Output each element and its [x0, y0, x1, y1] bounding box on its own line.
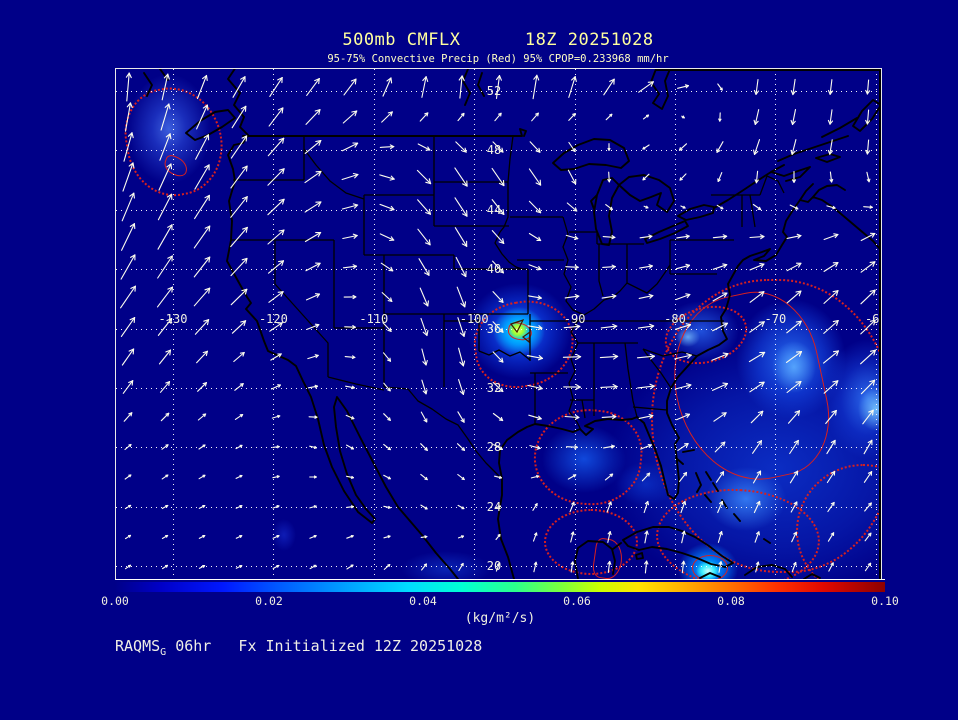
lon-tick-label: -90	[563, 312, 586, 326]
wind-arrow-layer	[120, 72, 876, 574]
lon-tick-label: -100	[459, 312, 489, 326]
coastline-layer	[143, 69, 881, 579]
precip-contour	[544, 509, 638, 575]
colorbar-tick: 0.06	[563, 594, 591, 608]
plot-topright-frame	[656, 69, 881, 71]
lat-tick-label: 52	[486, 84, 502, 98]
gridline-lon	[775, 69, 777, 579]
colorbar-top-line	[115, 579, 885, 580]
wind-arrows	[120, 72, 876, 574]
lat-tick-label: 44	[486, 202, 502, 217]
colorbar-tick-labels: 0.00 0.02 0.04 0.06 0.08 0.10	[101, 594, 899, 610]
grid-label-layer: 52 48 44 40 36 32 28 24 20 -130 -120 -110 -100 -90 -80…	[116, 69, 881, 579]
gridline-lon	[273, 69, 275, 579]
lat-tick-label: 32	[486, 381, 502, 395]
model-run-details: 06hr Fx Initialized 12Z 20251028	[166, 637, 483, 655]
coastlines	[143, 69, 881, 579]
gridline-lat	[116, 269, 881, 271]
gridline-lat	[116, 328, 881, 330]
gridline-lon	[875, 69, 877, 579]
precip-contour	[651, 279, 881, 573]
plot-right-frame	[879, 69, 881, 579]
colorbar-tick: 0.02	[255, 594, 283, 608]
inner-flux-contours	[510, 318, 531, 344]
gridline-lon	[373, 69, 375, 579]
lat-tick-label: 24	[486, 499, 502, 514]
gridline-lat	[116, 388, 881, 389]
plot-subtitle: 95-75% Convective Precip (Red) 95% CPOP=…	[327, 53, 669, 65]
gridline-lat	[116, 209, 881, 211]
colorbar-tick: 0.04	[409, 594, 437, 608]
colorbar-tick: 0.08	[717, 594, 745, 608]
precip-contour-layer	[116, 69, 881, 579]
colorbar-tick: 0.10	[871, 594, 899, 608]
gridline-lon	[173, 69, 174, 579]
map-plot: 52 48 44 40 36 32 28 24 20 -130 -120 -110 -100 -90 -80…	[115, 68, 882, 580]
lon-tick-label: -110	[359, 312, 389, 326]
model-name: RAQMS	[115, 637, 161, 655]
lat-tick-label: 48	[486, 143, 502, 158]
gridline-lat	[116, 91, 881, 92]
lat-tick-label: 20	[486, 559, 502, 574]
lat-tick-label: 40	[486, 262, 502, 277]
gridline-lon	[574, 69, 576, 579]
flux-blob	[272, 519, 296, 551]
gridline-lon	[474, 69, 476, 579]
gridline-lat	[116, 150, 881, 152]
lon-tick-label: -130	[158, 312, 188, 326]
model-run-caption: RAQMSG 06hr Fx Initialized 12Z 20251028	[115, 637, 482, 658]
lon-tick-label: -70	[764, 312, 787, 326]
model-subscript: G	[160, 647, 167, 658]
lon-tick-label: -60	[864, 312, 881, 326]
colorbar-unit-label: (kg/m²/s)	[464, 611, 536, 626]
lat-tick-label: 28	[486, 440, 502, 455]
gridline-lon	[675, 69, 676, 579]
colorbar-tick: 0.00	[101, 594, 129, 608]
colorbar	[115, 582, 885, 592]
lat-tick-label: 36	[486, 321, 502, 336]
lon-tick-label: -80	[664, 312, 686, 326]
lon-tick-label: -120	[258, 312, 288, 326]
page-title: 500mb CMFLX 18Z 20251028	[342, 30, 654, 50]
